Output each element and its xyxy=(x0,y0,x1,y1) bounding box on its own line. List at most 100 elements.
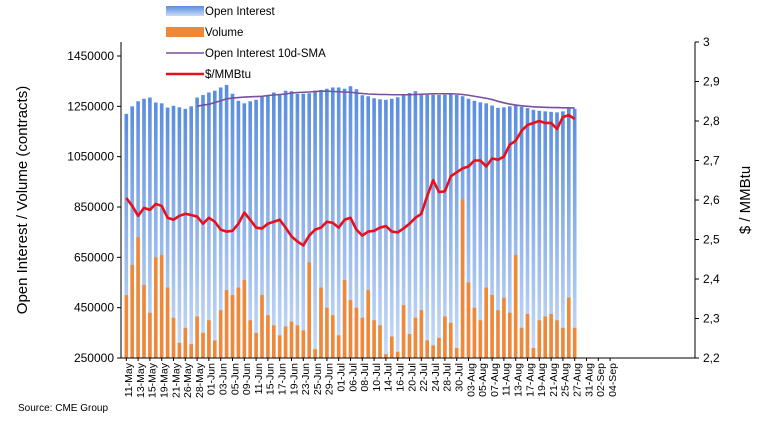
volume-bar xyxy=(195,316,199,358)
x-tick-label: 11-Jun xyxy=(253,363,265,394)
volume-bar xyxy=(531,347,536,358)
x-tick-label: 11-May xyxy=(123,362,135,397)
x-tick-label: 23-Jun xyxy=(300,363,312,395)
x-tick-label: 15-Jun xyxy=(265,363,277,395)
open-interest-bar xyxy=(195,97,199,358)
x-tick-label: 17-Aug xyxy=(524,363,536,397)
open-interest-bar xyxy=(266,95,270,358)
volume-bar xyxy=(124,295,129,358)
volume-bar xyxy=(572,327,577,358)
open-interest-bar xyxy=(177,107,182,358)
volume-bar xyxy=(401,305,406,358)
volume-bar xyxy=(266,315,270,358)
volume-bar xyxy=(366,290,370,358)
open-interest-bar xyxy=(230,93,235,358)
volume-bar xyxy=(508,312,512,358)
volume-bar xyxy=(283,326,288,358)
volume-bar xyxy=(567,297,571,358)
volume-bar xyxy=(395,351,400,358)
volume-bar xyxy=(519,327,524,358)
open-interest-bar xyxy=(277,94,282,358)
volume-bar xyxy=(171,317,176,358)
x-tick-label: 10-Jul xyxy=(371,363,383,392)
open-interest-bar xyxy=(154,102,158,358)
volume-bar xyxy=(130,264,134,358)
x-tick-label: 13-Aug xyxy=(512,363,524,397)
volume-bar xyxy=(472,307,477,358)
open-interest-bar xyxy=(366,96,370,359)
x-tick-label: 01-Jul xyxy=(335,363,347,392)
volume-bar xyxy=(496,310,500,358)
x-tick-label: 09-Jun xyxy=(241,363,253,395)
volume-bar xyxy=(154,257,158,358)
volume-bar xyxy=(224,290,229,358)
open-interest-bar xyxy=(218,87,223,359)
volume-bar xyxy=(242,279,247,358)
volume-bar xyxy=(325,307,329,358)
x-tick-label: 30-Jul xyxy=(453,363,465,392)
legend-label: Volume xyxy=(205,27,243,39)
x-tick-label: 28-May xyxy=(194,362,206,398)
y-left-tick-label: 450000 xyxy=(74,301,114,315)
volume-bar xyxy=(449,322,453,358)
volume-bar xyxy=(189,344,193,358)
volume-bar xyxy=(319,287,323,358)
open-interest-bar xyxy=(136,101,140,359)
y-left-tick-label: 1450000 xyxy=(67,49,114,63)
y-left-tick-label: 250000 xyxy=(74,351,114,365)
open-interest-bar xyxy=(390,98,394,358)
open-interest-bar xyxy=(189,106,193,358)
open-interest-bar xyxy=(413,91,418,358)
y-left-tick-label: 650000 xyxy=(74,250,114,264)
y-axis-left-label: Open Interest / Volume (contracts) xyxy=(14,86,31,314)
volume-bar xyxy=(307,262,311,358)
open-interest-bar xyxy=(283,90,288,358)
open-interest-bar xyxy=(354,89,359,358)
x-tick-label: 26-May xyxy=(182,362,194,398)
volume-bar xyxy=(549,313,553,358)
legend-label: Open Interest xyxy=(205,6,275,18)
volume-bar xyxy=(525,313,530,358)
open-interest-bar xyxy=(490,105,494,358)
volume-bar xyxy=(213,340,217,358)
x-tick-label: 19-Aug xyxy=(536,363,548,397)
open-interest-bar xyxy=(248,101,252,359)
open-interest-bar xyxy=(207,92,211,359)
volume-bar xyxy=(460,199,465,358)
open-interest-bar xyxy=(289,91,294,358)
open-interest-bar xyxy=(236,100,241,359)
volume-bar xyxy=(148,312,152,358)
volume-bar xyxy=(236,287,241,358)
open-interest-bar xyxy=(307,93,311,358)
open-interest-bar xyxy=(513,104,518,358)
volume-bar xyxy=(537,320,542,358)
x-tick-label: 17-Jun xyxy=(276,363,288,395)
volume-bar xyxy=(407,334,412,358)
y-right-tick-label: 2,5 xyxy=(703,233,720,247)
open-interest-bar xyxy=(437,95,441,358)
y-right-tick-label: 2,6 xyxy=(703,193,720,207)
volume-bar xyxy=(437,337,441,358)
volume-bar xyxy=(230,295,235,358)
open-interest-bar xyxy=(472,100,477,359)
x-tick-label: 07-Aug xyxy=(489,363,501,397)
volume-bar xyxy=(136,237,140,358)
open-interest-bar xyxy=(213,90,217,358)
volume-bar xyxy=(384,354,388,358)
volume-bar xyxy=(490,295,494,358)
open-interest-bar xyxy=(407,93,412,358)
open-interest-bar xyxy=(496,107,500,358)
open-interest-bar xyxy=(567,107,571,358)
x-tick-label: 13-May xyxy=(135,362,147,398)
volume-bar xyxy=(378,325,382,358)
open-interest-bar xyxy=(295,93,300,358)
volume-bar xyxy=(555,320,559,358)
volume-bar xyxy=(561,327,565,358)
volume-bar xyxy=(543,316,547,358)
open-interest-bar xyxy=(431,94,435,358)
y-axis-right-label: $ / MMBtu xyxy=(737,166,754,234)
open-interest-bar xyxy=(142,98,146,358)
open-interest-bar xyxy=(466,98,471,358)
volume-bar xyxy=(331,315,335,358)
open-interest-bar xyxy=(372,98,376,358)
